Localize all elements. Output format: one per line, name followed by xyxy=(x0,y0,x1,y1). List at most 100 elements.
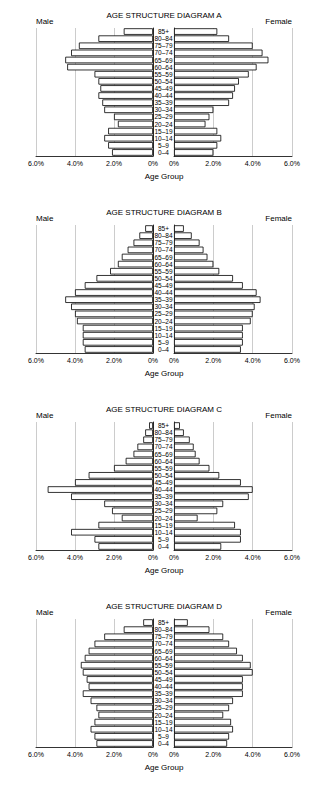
svg-text:6.0%: 6.0% xyxy=(284,357,300,364)
svg-text:20–24: 20–24 xyxy=(154,121,172,128)
svg-text:Male: Male xyxy=(36,411,54,420)
svg-text:5–9: 5–9 xyxy=(158,536,169,543)
svg-text:Age Group: Age Group xyxy=(145,172,184,181)
svg-text:20–24: 20–24 xyxy=(154,515,172,522)
svg-text:Age Group: Age Group xyxy=(145,566,184,575)
svg-text:50–54: 50–54 xyxy=(154,472,172,479)
svg-text:Male: Male xyxy=(36,214,54,223)
svg-text:50–54: 50–54 xyxy=(154,669,172,676)
svg-text:0–4: 0–4 xyxy=(158,543,169,550)
svg-text:4.0%: 4.0% xyxy=(67,160,83,167)
svg-text:10–14: 10–14 xyxy=(154,726,172,733)
svg-text:35–39: 35–39 xyxy=(154,296,172,303)
svg-text:15–19: 15–19 xyxy=(154,522,172,529)
svg-text:75–79: 75–79 xyxy=(154,42,172,49)
svg-text:0%: 0% xyxy=(169,357,179,364)
svg-text:45–49: 45–49 xyxy=(154,282,172,289)
svg-text:50–54: 50–54 xyxy=(154,275,172,282)
svg-text:0%: 0% xyxy=(169,160,179,167)
svg-text:65–69: 65–69 xyxy=(154,451,172,458)
svg-text:Female: Female xyxy=(265,411,292,420)
svg-text:6.0%: 6.0% xyxy=(284,751,300,758)
svg-text:4.0%: 4.0% xyxy=(67,554,83,561)
svg-text:60–64: 60–64 xyxy=(154,458,172,465)
svg-text:0–4: 0–4 xyxy=(158,149,169,156)
svg-text:2.0%: 2.0% xyxy=(106,160,122,167)
svg-text:80–84: 80–84 xyxy=(154,232,172,239)
svg-text:70–74: 70–74 xyxy=(154,443,172,450)
svg-text:45–49: 45–49 xyxy=(154,676,172,683)
svg-text:2.0%: 2.0% xyxy=(106,751,122,758)
svg-text:80–84: 80–84 xyxy=(154,626,172,633)
svg-text:15–19: 15–19 xyxy=(154,719,172,726)
svg-text:Female: Female xyxy=(265,17,292,26)
svg-text:65–69: 65–69 xyxy=(154,254,172,261)
svg-text:70–74: 70–74 xyxy=(154,49,172,56)
svg-text:25–29: 25–29 xyxy=(154,113,172,120)
svg-text:65–69: 65–69 xyxy=(154,57,172,64)
svg-text:35–39: 35–39 xyxy=(154,690,172,697)
svg-text:0%: 0% xyxy=(169,751,179,758)
svg-text:0%: 0% xyxy=(169,554,179,561)
svg-text:Female: Female xyxy=(265,214,292,223)
svg-text:55–59: 55–59 xyxy=(154,662,172,669)
svg-text:60–64: 60–64 xyxy=(154,64,172,71)
svg-text:10–14: 10–14 xyxy=(154,332,172,339)
svg-text:30–34: 30–34 xyxy=(154,697,172,704)
svg-text:5–9: 5–9 xyxy=(158,142,169,149)
svg-text:Male: Male xyxy=(36,17,54,26)
svg-text:25–29: 25–29 xyxy=(154,310,172,317)
svg-text:4.0%: 4.0% xyxy=(67,751,83,758)
svg-text:75–79: 75–79 xyxy=(154,239,172,246)
svg-text:35–39: 35–39 xyxy=(154,99,172,106)
svg-text:20–24: 20–24 xyxy=(154,712,172,719)
svg-text:45–49: 45–49 xyxy=(154,479,172,486)
svg-text:4.0%: 4.0% xyxy=(245,751,261,758)
svg-text:6.0%: 6.0% xyxy=(28,160,44,167)
svg-text:Male: Male xyxy=(36,608,54,617)
svg-text:6.0%: 6.0% xyxy=(28,357,44,364)
svg-text:70–74: 70–74 xyxy=(154,640,172,647)
svg-text:65–69: 65–69 xyxy=(154,648,172,655)
svg-text:2.0%: 2.0% xyxy=(205,357,221,364)
svg-text:AGE STRUCTURE DIAGRAM C: AGE STRUCTURE DIAGRAM C xyxy=(106,405,222,414)
svg-text:85+: 85+ xyxy=(158,28,169,35)
svg-text:2.0%: 2.0% xyxy=(205,554,221,561)
svg-text:4.0%: 4.0% xyxy=(67,357,83,364)
svg-text:60–64: 60–64 xyxy=(154,655,172,662)
svg-text:0%: 0% xyxy=(148,160,158,167)
svg-text:15–19: 15–19 xyxy=(154,325,172,332)
svg-text:6.0%: 6.0% xyxy=(284,160,300,167)
svg-text:2.0%: 2.0% xyxy=(106,357,122,364)
svg-text:0%: 0% xyxy=(148,554,158,561)
svg-text:40–44: 40–44 xyxy=(154,289,172,296)
svg-text:40–44: 40–44 xyxy=(154,92,172,99)
svg-text:Age Group: Age Group xyxy=(145,369,184,378)
svg-text:6.0%: 6.0% xyxy=(28,554,44,561)
svg-text:25–29: 25–29 xyxy=(154,507,172,514)
svg-text:80–84: 80–84 xyxy=(154,35,172,42)
svg-text:2.0%: 2.0% xyxy=(205,751,221,758)
svg-text:AGE STRUCTURE DIAGRAM B: AGE STRUCTURE DIAGRAM B xyxy=(106,208,222,217)
svg-text:85+: 85+ xyxy=(158,422,169,429)
svg-text:AGE STRUCTURE DIAGRAM D: AGE STRUCTURE DIAGRAM D xyxy=(106,602,222,611)
svg-text:25–29: 25–29 xyxy=(154,704,172,711)
svg-text:0%: 0% xyxy=(148,751,158,758)
svg-text:35–39: 35–39 xyxy=(154,493,172,500)
svg-text:2.0%: 2.0% xyxy=(106,554,122,561)
svg-text:10–14: 10–14 xyxy=(154,135,172,142)
svg-text:0%: 0% xyxy=(148,357,158,364)
svg-text:AGE STRUCTURE DIAGRAM A: AGE STRUCTURE DIAGRAM A xyxy=(106,11,222,20)
svg-text:80–84: 80–84 xyxy=(154,429,172,436)
svg-text:5–9: 5–9 xyxy=(158,733,169,740)
svg-text:4.0%: 4.0% xyxy=(245,357,261,364)
svg-text:4.0%: 4.0% xyxy=(245,160,261,167)
svg-text:55–59: 55–59 xyxy=(154,268,172,275)
svg-text:Female: Female xyxy=(265,608,292,617)
svg-text:45–49: 45–49 xyxy=(154,85,172,92)
svg-text:4.0%: 4.0% xyxy=(245,554,261,561)
svg-text:6.0%: 6.0% xyxy=(284,554,300,561)
svg-text:0–4: 0–4 xyxy=(158,740,169,747)
svg-text:70–74: 70–74 xyxy=(154,246,172,253)
svg-text:2.0%: 2.0% xyxy=(205,160,221,167)
